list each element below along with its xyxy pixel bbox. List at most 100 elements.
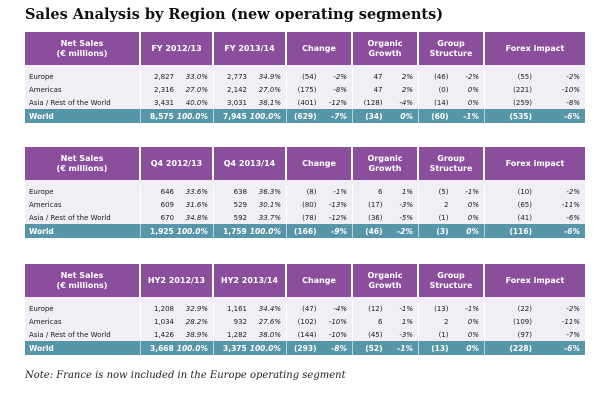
value: (12) [368,304,383,313]
percent: -12% [328,98,347,107]
value: (47) [302,304,317,313]
value: (629) [293,111,317,121]
header-period-2: FY 2013/14 [214,32,285,65]
value: (22) [517,304,532,313]
share: 27.6% [258,317,281,326]
value: (65) [517,200,532,209]
header-change: Change [287,264,351,297]
period-1-cell: 3,668 100.0% [141,341,214,355]
percent: 0% [467,330,479,339]
percent: -1% [333,187,347,196]
sales-table-q4: Net Sales (€ millions) Q4 2012/13 Q4 201… [25,147,585,238]
value: 1,759 [223,226,247,236]
region-label: Asia / Rest of the World [25,211,141,224]
sales-table-fy: Net Sales (€ millions) FY 2012/13 FY 201… [25,32,585,123]
forex-impact-cell: (221) -10% [485,83,585,96]
share: 33.7% [258,213,281,222]
percent: -1% [399,304,413,313]
value: (0) [438,85,449,94]
forex-impact-cell: (65) -11% [485,198,585,211]
value: 7,945 [223,111,247,121]
period-1-cell: 1,426 38.9% [141,328,214,341]
value: 1,161 [226,304,247,313]
organic-growth-cell: (12) -1% [353,302,419,315]
forex-impact-cell: (109) -11% [485,315,585,328]
group-structure-cell: (13) 0% [419,341,485,355]
percent: -2% [465,72,479,81]
percent: -3% [399,200,413,209]
value: (228) [509,343,532,353]
forex-impact-cell: (10) -2% [485,185,585,198]
period-1-cell: 2,827 33.0% [141,70,214,83]
change-cell: (175) -8% [287,83,353,96]
table-row: Americas 1,034 28.2% 932 27.6% (102) -10% 6… [25,315,585,328]
share: 33.6% [185,187,208,196]
value: 3,431 [153,98,174,107]
organic-growth-cell: (128) -4% [353,96,419,109]
group-structure-cell: (13) -1% [419,302,485,315]
table-row: Asia / Rest of the World 670 34.8% 592 33.… [25,211,585,224]
organic-growth-cell: 47 2% [353,83,419,96]
region-label: Americas [25,83,141,96]
value: 47 [373,85,383,94]
share: 38.9% [185,330,208,339]
period-2-cell: 7,945 100.0% [214,109,287,123]
percent: 0% [466,226,479,236]
value: (116) [509,226,532,236]
value: 670 [160,213,174,222]
value: (13) [431,343,449,353]
value: 2,773 [226,72,247,81]
share: 100.0% [176,111,208,121]
share: 100.0% [176,343,208,353]
share: 34.9% [258,72,281,81]
change-cell: (293) -8% [287,341,353,355]
forex-impact-cell: (535) -6% [485,109,585,123]
forex-impact-cell: (55) -2% [485,70,585,83]
percent: -13% [328,200,347,209]
percent: -6% [566,213,580,222]
forex-impact-cell: (97) -7% [485,328,585,341]
table-header: Net Sales (€ millions) HY2 2012/13 HY2 2… [25,264,585,297]
percent: -2% [397,226,413,236]
value: (55) [517,72,532,81]
value: 1,282 [226,330,247,339]
value: 646 [160,187,174,196]
period-2-cell: 2,142 27.0% [214,83,287,96]
percent: 0% [467,85,479,94]
period-2-cell: 3,375 100.0% [214,341,287,355]
value: 1,426 [153,330,174,339]
organic-growth-cell: (36) -5% [353,211,419,224]
percent: 0% [467,317,479,326]
value: (78) [302,213,317,222]
header-net-sales: Net Sales (€ millions) [25,32,139,65]
percent: -2% [333,72,347,81]
share: 27.0% [185,85,208,94]
share: 38.1% [258,98,281,107]
percent: 0% [467,98,479,107]
period-2-cell: 1,161 34.4% [214,302,287,315]
percent: -2% [566,304,580,313]
value: (41) [517,213,532,222]
organic-growth-cell: (45) -3% [353,328,419,341]
sales-table-hy2: Net Sales (€ millions) HY2 2012/13 HY2 2… [25,264,585,355]
organic-growth-cell: (52) -1% [353,341,419,355]
value: 1,208 [153,304,174,313]
percent: -5% [399,213,413,222]
share: 34.8% [185,213,208,222]
group-structure-cell: (46) -2% [419,70,485,83]
region-label: World [25,224,141,238]
percent: -4% [333,304,347,313]
header-period-1: HY2 2012/13 [141,264,212,297]
organic-growth-cell: 6 1% [353,315,419,328]
value: 1,034 [153,317,174,326]
forex-impact-cell: (116) -6% [485,224,585,238]
header-group-structure: Group Structure [419,147,483,180]
change-cell: (8) -1% [287,185,353,198]
change-cell: (47) -4% [287,302,353,315]
value: 47 [373,72,383,81]
period-2-cell: 2,773 34.9% [214,70,287,83]
value: (5) [438,187,449,196]
value: (54) [302,72,317,81]
share: 100.0% [249,111,281,121]
organic-growth-cell: 47 2% [353,70,419,83]
